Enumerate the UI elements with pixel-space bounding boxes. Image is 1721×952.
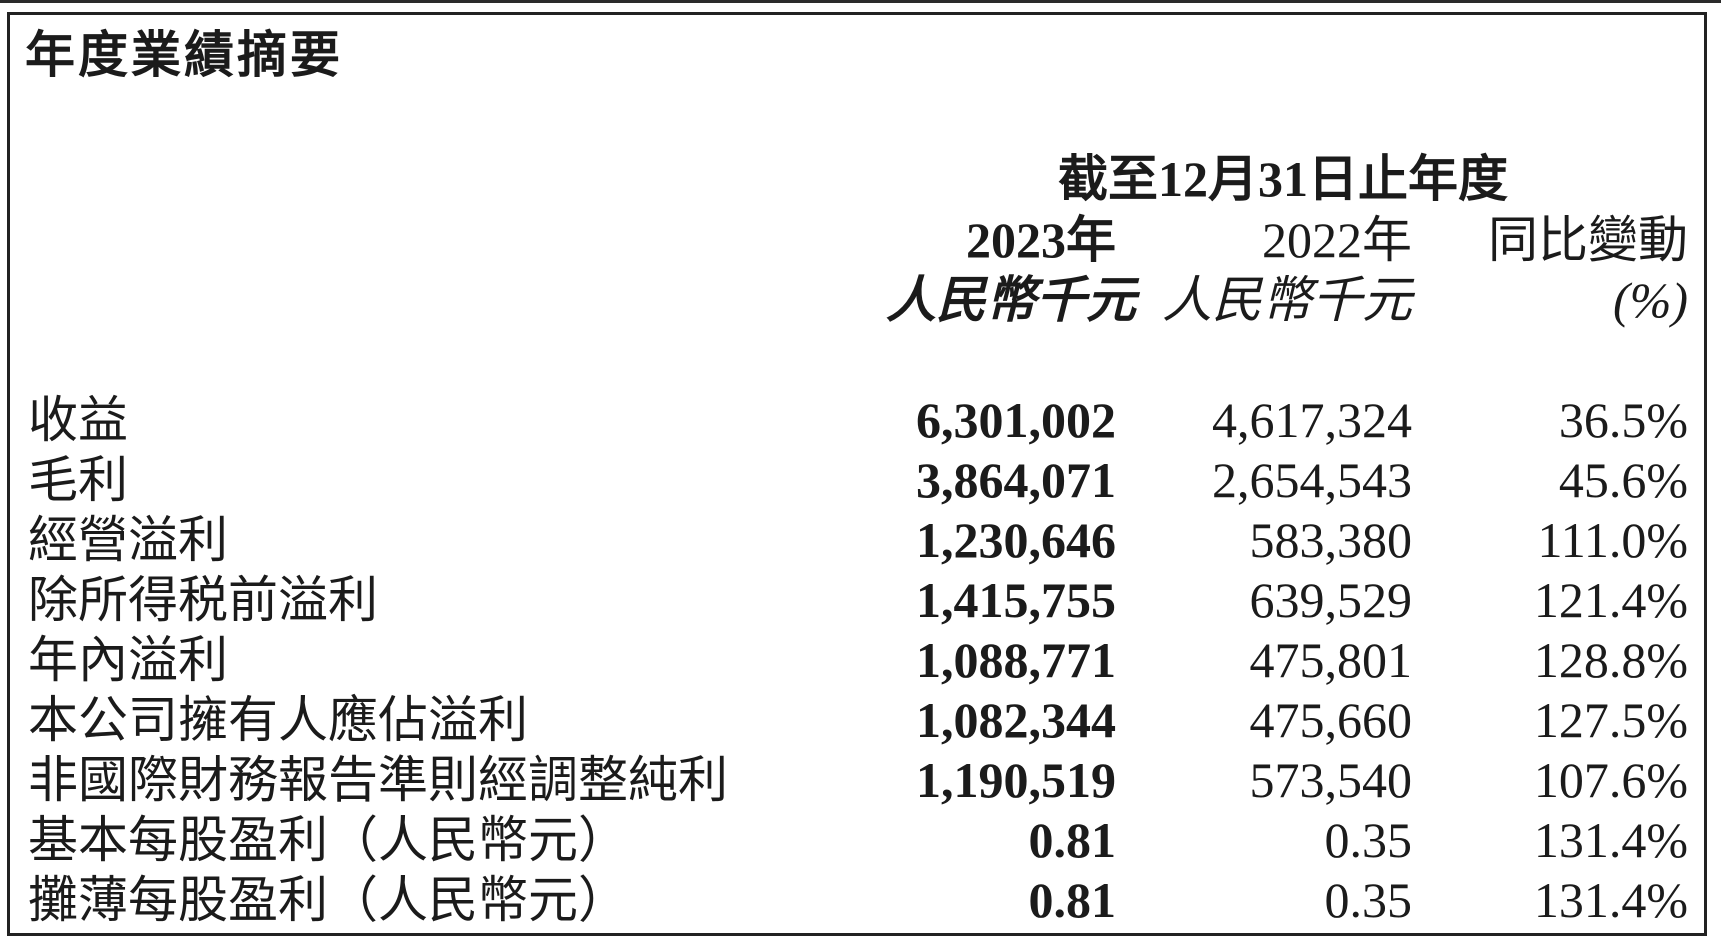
period-header: 截至12月31日止年度 (1058, 151, 1508, 207)
row-label: 毛利 (28, 452, 128, 508)
row-value-2022: 583,380 (1249, 512, 1413, 568)
row-value-2023: 1,088,771 (916, 632, 1116, 688)
row-label: 除所得税前溢利 (28, 572, 378, 628)
column-unit-2023: 人民幣千元 (886, 272, 1136, 328)
row-label: 本公司擁有人應佔溢利 (28, 692, 528, 748)
row-label: 非國際財務報告準則經調整純利 (28, 752, 728, 808)
row-value-2023: 0.81 (1028, 872, 1117, 928)
row-value-2022: 573,540 (1249, 752, 1413, 808)
header-body-gap (28, 330, 1688, 390)
row-value-2023: 1,230,646 (916, 512, 1116, 568)
page-title: 年度業績摘要 (25, 27, 343, 83)
row-value-2023: 1,082,344 (916, 692, 1116, 748)
column-header-change: 同比變動 (1488, 212, 1688, 268)
row-label: 年內溢利 (28, 632, 228, 688)
header-unit-empty (28, 270, 886, 330)
summary-box-border (7, 12, 1707, 936)
row-label: 收益 (28, 392, 128, 448)
row-value-2022: 475,660 (1249, 692, 1413, 748)
row-label: 基本每股盈利（人民幣元） (28, 812, 628, 868)
header-label-empty (28, 210, 886, 270)
row-value-2022: 2,654,543 (1212, 452, 1412, 508)
results-table: 2023年 2022年 同比變動 人民幣千元 人民幣千元 (%) 收益 6,30… (28, 210, 1688, 930)
row-value-2023: 0.81 (1028, 812, 1117, 868)
row-value-2022: 475,801 (1249, 632, 1413, 688)
row-label: 經營溢利 (28, 512, 228, 568)
row-value-2023: 6,301,002 (916, 392, 1116, 448)
column-unit-2022: 人民幣千元 (1162, 272, 1412, 328)
row-value-2022: 639,529 (1249, 572, 1413, 628)
page-top-rule (0, 0, 1721, 3)
column-header-2023: 2023年 (966, 212, 1116, 268)
row-change: 131.4% (1533, 872, 1688, 928)
row-change: 128.8% (1533, 632, 1688, 688)
row-change: 107.6% (1533, 752, 1688, 808)
row-change: 127.5% (1533, 692, 1688, 748)
column-header-2022: 2022年 (1262, 212, 1412, 268)
row-value-2022: 0.35 (1324, 872, 1413, 928)
row-value-2023: 1,415,755 (916, 572, 1116, 628)
row-change: 131.4% (1533, 812, 1688, 868)
row-change: 45.6% (1558, 452, 1688, 508)
row-change: 111.0% (1537, 512, 1688, 568)
row-change: 121.4% (1533, 572, 1688, 628)
row-value-2022: 0.35 (1324, 812, 1413, 868)
row-value-2023: 1,190,519 (916, 752, 1116, 808)
row-value-2023: 3,864,071 (916, 452, 1116, 508)
row-change: 36.5% (1558, 392, 1688, 448)
row-value-2022: 4,617,324 (1212, 392, 1412, 448)
row-label: 攤薄每股盈利（人民幣元） (28, 872, 628, 928)
column-unit-change: (%) (1613, 272, 1688, 328)
